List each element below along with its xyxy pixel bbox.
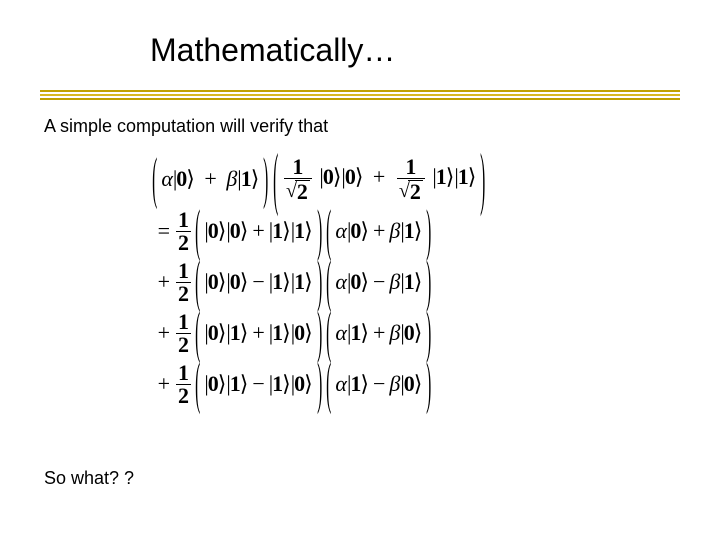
slide-title: Mathematically… (150, 32, 395, 69)
math-result-row: =12(00+11)(α0+β1) (150, 209, 630, 254)
math-line-1: ( α0 + β1 ) ( 12 00 + 12 11 ) (150, 156, 630, 203)
title-rule (40, 90, 680, 100)
math-result-row: +12(01+10)(α1+β0) (150, 311, 630, 356)
rule-line-2 (40, 94, 680, 96)
intro-text: A simple computation will verify that (44, 116, 328, 137)
rule-line-1 (40, 90, 680, 92)
so-what-text: So what? ? (44, 468, 134, 489)
factor-1: ( α0 + β1 ) (150, 168, 271, 190)
math-result-row: +12(01−10)(α1−β0) (150, 362, 630, 407)
factor-2: ( 12 00 + 12 11 ) (271, 156, 488, 203)
rule-line-3 (40, 98, 680, 100)
math-expression: ( α0 + β1 ) ( 12 00 + 12 11 ) (150, 150, 630, 413)
math-result-row: +12(00−11)(α0−β1) (150, 260, 630, 305)
